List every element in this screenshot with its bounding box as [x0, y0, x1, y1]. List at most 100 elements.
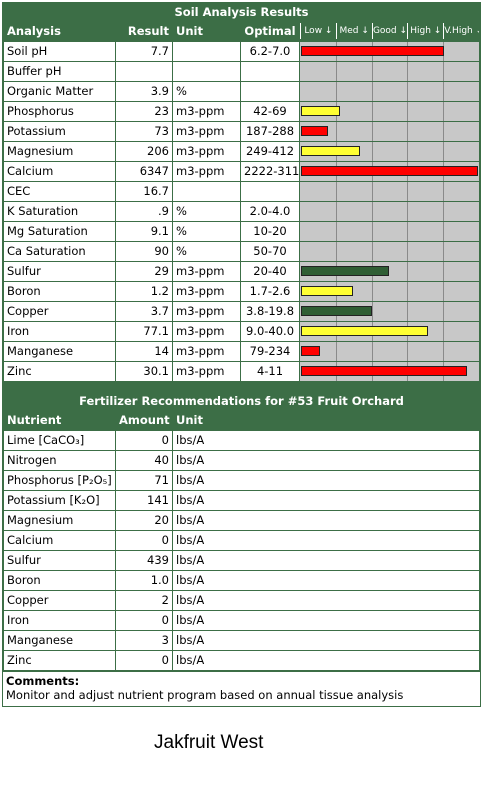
soil-unit: % [172, 221, 241, 242]
soil-row: Iron 77.1 m3-ppm 9.0-40.0 [3, 321, 480, 342]
soil-optimal: 42-69 [240, 101, 300, 122]
soil-optimal: 79-234 [240, 341, 300, 362]
level-gridline [371, 222, 373, 241]
soil-unit [172, 61, 241, 82]
nutrient-name: Lime [CaCO₃] [3, 430, 116, 451]
nutrient-amount: 1.0 [115, 570, 173, 591]
level-gridline [443, 322, 445, 341]
level-bar-fill [301, 166, 478, 176]
level-gridline [371, 282, 373, 301]
nutrient-unit: lbs/A [172, 510, 480, 531]
header-amount: Amount [115, 410, 173, 431]
soil-analysis-name: CEC [3, 181, 116, 202]
nutrient-unit: lbs/A [172, 550, 480, 571]
nutrient-unit: lbs/A [172, 570, 480, 591]
soil-row: Copper 3.7 m3-ppm 3.8-19.8 [3, 301, 480, 322]
level-gridline [407, 262, 409, 281]
soil-result: 14 [115, 341, 173, 362]
soil-optimal: 1.7-2.6 [240, 281, 300, 302]
level-gridline [335, 122, 337, 141]
level-bar-track [299, 361, 480, 382]
level-bar-track [299, 261, 480, 282]
scale-label-good: Good ↓ [371, 23, 408, 39]
soil-row: Zinc 30.1 m3-ppm 4-11 [3, 361, 480, 382]
section-divider [3, 382, 480, 392]
level-gridline [371, 62, 373, 81]
level-gridline [443, 282, 445, 301]
soil-optimal: 249-412 [240, 141, 300, 162]
soil-unit: m3-ppm [172, 261, 241, 282]
comments-label: Comments: [6, 674, 80, 688]
soil-row: Buffer pH [3, 61, 480, 82]
level-gridline [443, 82, 445, 101]
nutrient-unit: lbs/A [172, 650, 480, 671]
comments-text: Monitor and adjust nutrient program base… [6, 688, 404, 702]
level-gridline [443, 222, 445, 241]
level-gridline [443, 122, 445, 141]
soil-unit: m3-ppm [172, 281, 241, 302]
soil-analysis-name: Magnesium [3, 141, 116, 162]
farm-name: Jakfruit West [154, 732, 264, 753]
fertilizer-row: Magnesium 20 lbs/A [3, 510, 480, 531]
soil-optimal: 10-20 [240, 221, 300, 242]
scale-label-vhigh: V.High ↓ [443, 23, 479, 39]
nutrient-amount: 0 [115, 430, 173, 451]
soil-analysis-name: Ca Saturation [3, 241, 116, 262]
level-gridline [407, 342, 409, 361]
soil-unit: % [172, 241, 241, 262]
soil-result: 1.2 [115, 281, 173, 302]
nutrient-amount: 0 [115, 530, 173, 551]
level-gridline [407, 62, 409, 81]
soil-unit: m3-ppm [172, 141, 241, 162]
soil-result: 77.1 [115, 321, 173, 342]
level-gridline [335, 222, 337, 241]
level-gridline [407, 82, 409, 101]
soil-row: Ca Saturation 90% 50-70 [3, 241, 480, 262]
nutrient-amount: 141 [115, 490, 173, 511]
nutrient-unit: lbs/A [172, 590, 480, 611]
soil-analysis-name: Potassium [3, 121, 116, 142]
level-gridline [443, 302, 445, 321]
level-bar-track [299, 321, 480, 342]
soil-row: Phosphorus 23 m3-ppm 42-69 [3, 101, 480, 122]
soil-analysis-name: Boron [3, 281, 116, 302]
nutrient-amount: 0 [115, 650, 173, 671]
level-scale-header: Low ↓ Med ↓ Good ↓ High ↓ V.High ↓ [299, 21, 480, 42]
level-gridline [443, 62, 445, 81]
soil-result [115, 61, 173, 82]
soil-unit [172, 181, 241, 202]
nutrient-amount: 71 [115, 470, 173, 491]
soil-optimal: 50-70 [240, 241, 300, 262]
level-gridline [335, 182, 337, 201]
level-bar-fill [301, 286, 353, 296]
fertilizer-row: Boron 1.0 lbs/A [3, 570, 480, 591]
nutrient-name: Calcium [3, 530, 116, 551]
soil-row: Organic Matter 3.9% [3, 81, 480, 102]
level-gridline [407, 302, 409, 321]
soil-row: CEC 16.7 [3, 181, 480, 202]
level-gridline [335, 62, 337, 81]
soil-result: .9 [115, 201, 173, 222]
level-bar-fill [301, 126, 328, 136]
level-bar-fill [301, 46, 444, 56]
level-bar-track [299, 241, 480, 262]
fertilizer-row: Iron 0 lbs/A [3, 610, 480, 631]
level-gridline [443, 262, 445, 281]
soil-row: Magnesium 206 m3-ppm 249-412 [3, 141, 480, 162]
soil-result: 90 [115, 241, 173, 262]
soil-result: 29 [115, 261, 173, 282]
soil-result: 3.7 [115, 301, 173, 322]
soil-unit: m3-ppm [172, 161, 241, 182]
soil-row: Potassium 73 m3-ppm 187-288 [3, 121, 480, 142]
soil-analysis-name: Calcium [3, 161, 116, 182]
soil-analysis-name: Phosphorus [3, 101, 116, 122]
level-gridline [335, 242, 337, 261]
level-bar-track [299, 101, 480, 122]
soil-row: Sulfur 29 m3-ppm 20-40 [3, 261, 480, 282]
soil-unit: m3-ppm [172, 121, 241, 142]
level-bar-fill [301, 106, 341, 116]
nutrient-unit: lbs/A [172, 530, 480, 551]
level-bar-fill [301, 346, 321, 356]
fertilizer-row: Manganese 3 lbs/A [3, 630, 480, 651]
soil-optimal: 9.0-40.0 [240, 321, 300, 342]
